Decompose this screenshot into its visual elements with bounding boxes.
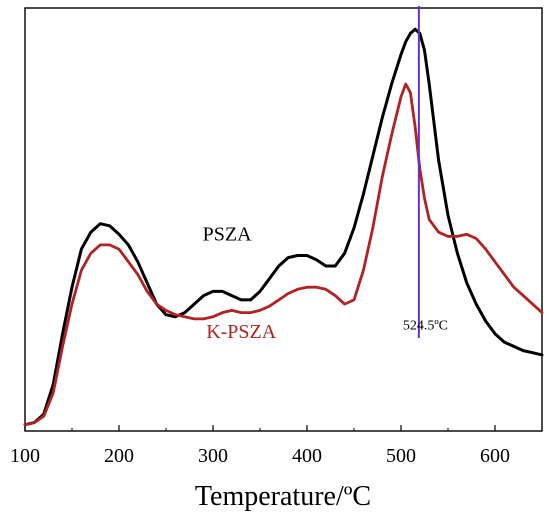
x-tick-label: 300 [198,445,228,467]
x-tick-label: 200 [104,445,134,467]
series-line-k-psza [23,82,544,427]
x-tick-label: 100 [10,445,40,467]
x-axis-title: Temperature/ºC [195,481,371,512]
x-tick-label: 400 [292,445,322,467]
plot-frame [24,7,543,432]
annotation-label: PSZA [203,224,252,246]
annotation-label: K-PSZA [206,321,277,343]
series-group [23,6,544,427]
x-tick-label: 600 [480,445,510,467]
annotations: PSZA K-PSZA 524.5ºC [203,224,448,343]
x-tick-label: 500 [386,445,416,467]
series-line-psza [23,27,544,427]
annotation-label: 524.5ºC [403,318,448,333]
x-ticks: 100 200 300 400 500 600 [10,425,510,467]
